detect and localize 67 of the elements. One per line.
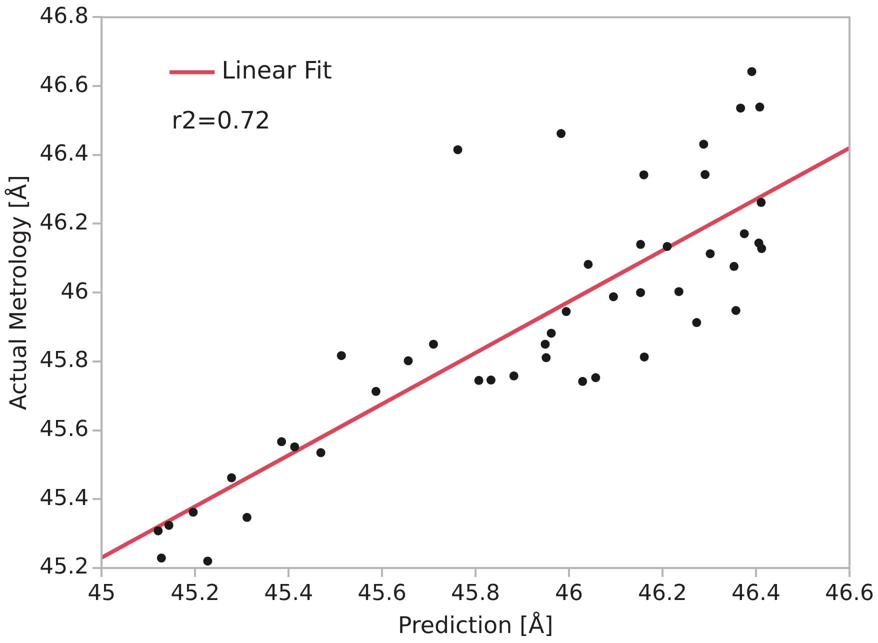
point <box>290 442 300 452</box>
point <box>509 371 518 380</box>
x-tick-label: 46 <box>555 580 584 606</box>
point <box>154 526 163 536</box>
point <box>164 520 174 530</box>
point <box>608 292 618 302</box>
point <box>542 353 551 362</box>
point <box>636 288 646 298</box>
point <box>371 386 380 396</box>
point <box>188 508 198 517</box>
point <box>700 170 710 180</box>
point <box>203 556 212 566</box>
x-tick-label: 45.8 <box>451 580 500 606</box>
point <box>404 356 413 366</box>
y-tick-label: 45.4 <box>40 486 89 511</box>
point <box>227 473 236 482</box>
point <box>740 229 749 238</box>
point <box>474 376 484 385</box>
point <box>755 102 764 112</box>
x-tick-label: 46.2 <box>638 580 688 606</box>
point <box>692 318 702 328</box>
x-tick-label: 45.4 <box>264 580 314 606</box>
point <box>662 242 672 251</box>
point <box>562 307 571 316</box>
y-tick-label: 45.2 <box>40 554 89 580</box>
point <box>453 145 462 154</box>
point <box>540 340 550 349</box>
x-axis-title: Prediction [Å] <box>398 611 554 640</box>
point <box>636 240 646 249</box>
y-tick-label: 46.2 <box>40 210 89 236</box>
point <box>757 244 766 254</box>
point <box>736 104 746 113</box>
point <box>242 512 252 522</box>
point <box>316 448 326 458</box>
point <box>756 198 766 207</box>
y-tick-label: 45.6 <box>40 417 89 442</box>
point <box>747 67 756 76</box>
point <box>584 260 593 269</box>
y-axis-title: Actual Metrology [Å] <box>4 175 32 410</box>
point <box>156 554 166 563</box>
point <box>486 376 496 385</box>
point <box>640 352 649 362</box>
y-tick-label: 46 <box>60 279 89 304</box>
point <box>639 170 648 180</box>
annotation: r2=0.72 <box>172 106 270 134</box>
x-tick-label: 45.6 <box>358 580 407 606</box>
y-tick-label: 46.8 <box>40 4 89 29</box>
point <box>706 249 715 258</box>
y-tick-label: 45.8 <box>40 348 89 374</box>
y-tick-label: 46.6 <box>40 72 89 98</box>
x-tick-label: 46.6 <box>825 580 874 606</box>
point <box>556 129 566 138</box>
x-tick-label: 45.2 <box>170 580 220 606</box>
point <box>731 306 740 315</box>
point <box>699 140 708 149</box>
y-tick-label: 46.4 <box>40 142 89 167</box>
point <box>674 287 684 296</box>
point <box>546 328 556 338</box>
legend-label: Linear Fit <box>222 56 332 84</box>
point <box>730 262 739 271</box>
point <box>336 351 346 360</box>
point <box>591 373 600 382</box>
point <box>578 376 588 386</box>
x-tick-label: 46.4 <box>732 580 781 606</box>
point <box>277 437 286 446</box>
point <box>428 340 438 349</box>
x-tick-label: 45 <box>88 580 116 606</box>
